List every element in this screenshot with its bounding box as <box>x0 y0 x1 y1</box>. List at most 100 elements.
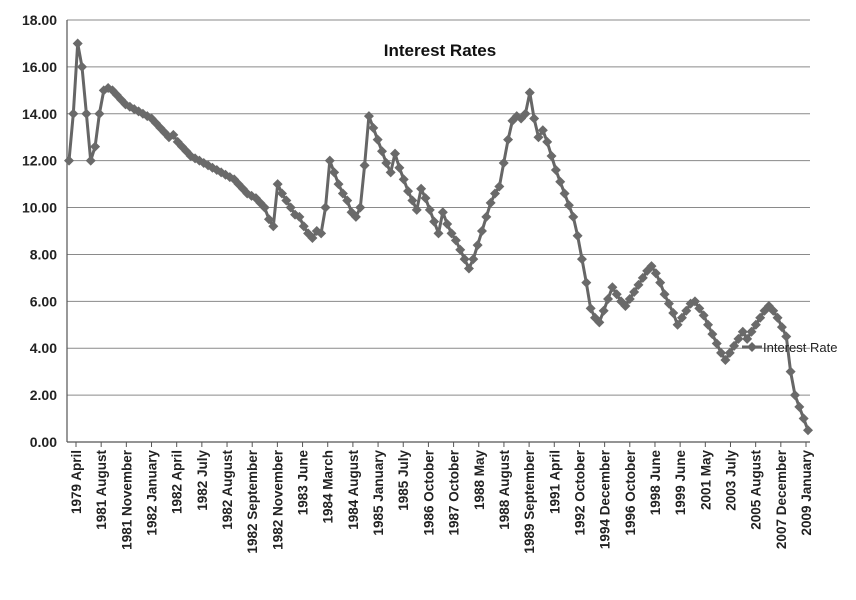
data-point <box>524 87 535 98</box>
x-axis: 1979 April 1981 August 1981 November 1982 J… <box>67 441 814 554</box>
x-tick-label: 1981 August <box>94 450 109 530</box>
data-point <box>329 167 340 178</box>
data-point <box>676 312 687 323</box>
data-point <box>272 179 283 190</box>
x-tick-label: 1988 May <box>472 450 487 511</box>
y-tick-label: 14.00 <box>22 106 57 122</box>
data-point <box>716 347 727 358</box>
y-tick-label: 2.00 <box>30 387 57 403</box>
data-point <box>598 305 609 316</box>
data-point <box>81 108 92 119</box>
x-tick-label: 1987 October <box>447 449 462 535</box>
data-point <box>572 230 583 241</box>
data-point <box>398 174 409 185</box>
data-point <box>707 329 718 340</box>
data-point <box>359 160 370 171</box>
y-tick-label: 16.00 <box>22 59 57 75</box>
data-point <box>455 244 466 255</box>
data-point <box>563 200 574 211</box>
data-point <box>637 272 648 283</box>
data-point <box>655 277 666 288</box>
x-tick-label: 1979 April <box>69 450 84 514</box>
data-point <box>72 38 83 49</box>
data-point <box>324 155 335 166</box>
data-point <box>316 228 327 239</box>
y-tick-label: 18.00 <box>22 12 57 28</box>
data-point <box>481 211 492 222</box>
x-tick-label: 1986 October <box>421 449 436 535</box>
data-point <box>372 134 383 145</box>
data-point <box>263 214 274 225</box>
data-point <box>546 150 557 161</box>
data-point <box>476 226 487 236</box>
data-point <box>581 277 592 288</box>
data-point <box>285 202 296 213</box>
data-point <box>294 211 305 222</box>
data-point <box>559 188 570 199</box>
data-point <box>90 141 101 152</box>
data-point <box>424 204 435 215</box>
x-tick-label: 2007 December <box>774 449 789 549</box>
data-point <box>416 183 427 194</box>
data-point <box>789 390 800 401</box>
data-point <box>555 176 566 187</box>
data-point <box>368 122 379 133</box>
data-point <box>520 108 531 119</box>
x-tick-label: 1985 July <box>396 450 411 511</box>
data-point <box>468 254 479 265</box>
y-tick-label: 8.00 <box>30 246 57 262</box>
x-tick-label: 1994 December <box>598 449 613 549</box>
data-point <box>529 113 540 124</box>
data-point <box>463 263 474 274</box>
x-tick-label: 1982 July <box>195 450 210 511</box>
data-point <box>724 347 735 358</box>
legend-label: Interest Rate <box>763 340 837 355</box>
x-tick-label: 1983 June <box>296 450 311 516</box>
x-tick-label: 1982 August <box>220 450 235 530</box>
data-point <box>320 202 331 213</box>
x-tick-label: 2001 May <box>698 450 713 511</box>
x-tick-label: 2003 July <box>723 450 738 511</box>
data-point <box>494 181 505 192</box>
data-point <box>703 319 714 330</box>
x-tick-label: 1984 March <box>321 450 336 524</box>
data-point <box>720 354 731 365</box>
data-point <box>85 155 96 166</box>
data-point <box>620 301 631 312</box>
data-point <box>594 317 605 328</box>
data-point <box>550 165 561 176</box>
y-tick-label: 10.00 <box>22 200 57 216</box>
data-point <box>503 134 514 145</box>
data-point <box>585 303 596 314</box>
data-point <box>433 228 444 239</box>
data-point <box>624 293 635 304</box>
data-point <box>729 340 740 351</box>
x-tick-label: 1982 January <box>145 450 160 536</box>
x-tick-label: 2009 January <box>799 450 814 536</box>
y-tick-label: 6.00 <box>30 293 57 309</box>
data-point <box>355 202 366 213</box>
data-point <box>450 235 461 246</box>
data-point <box>342 195 353 206</box>
x-tick-label: 1984 August <box>346 450 361 530</box>
data-point <box>64 155 74 166</box>
data-point <box>694 303 705 314</box>
data-point <box>403 186 414 197</box>
data-point <box>768 305 779 316</box>
y-tick-label: 0.00 <box>30 434 57 450</box>
chart-title: Interest Rates <box>384 41 496 60</box>
data-point <box>533 132 544 143</box>
data-point <box>698 310 709 321</box>
data-point <box>689 296 700 307</box>
data-point <box>746 326 757 337</box>
data-point <box>376 146 387 157</box>
data-point <box>385 167 396 178</box>
data-point <box>259 202 270 213</box>
data-point <box>437 207 448 218</box>
data-point <box>459 254 470 265</box>
data-point <box>781 331 792 342</box>
x-tick-label: 1985 January <box>371 450 386 536</box>
data-point <box>603 293 614 304</box>
data-series <box>64 38 813 436</box>
